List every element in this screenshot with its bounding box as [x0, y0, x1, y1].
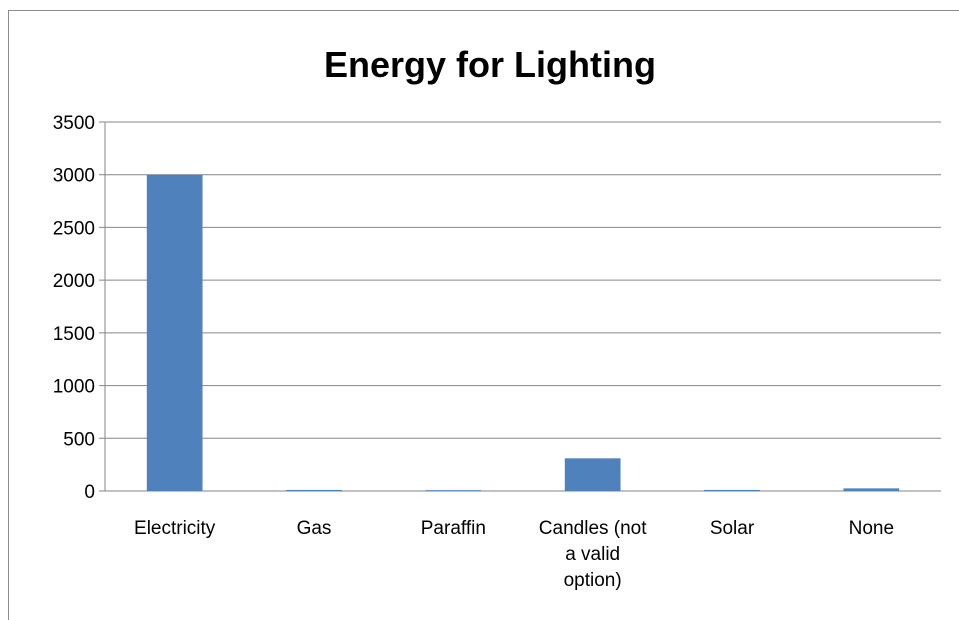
x-tick-label: None: [849, 518, 894, 539]
bar-candles: [564, 458, 621, 491]
x-tick-label: Electricity: [134, 518, 216, 539]
y-tick-label: 0: [84, 482, 95, 503]
bar-paraffin: [425, 490, 482, 492]
x-tick-label: Paraffin: [421, 518, 486, 539]
x-tick-label: Candles (not a valid option): [539, 518, 647, 591]
bar-gas: [286, 489, 342, 491]
bar-none: [843, 488, 900, 491]
y-tick-label: 500: [63, 429, 95, 450]
chart-title: Energy for Lighting: [324, 44, 656, 85]
y-tick-label: 3000: [53, 166, 95, 187]
x-tick-label: Solar: [710, 518, 755, 539]
y-tick-label: 1000: [53, 377, 95, 398]
gridlines: [99, 121, 941, 492]
bars: [146, 174, 900, 492]
bar-solar: [704, 489, 760, 491]
x-axis-ticks: Electricity Gas Paraffin Candles (not a vali…: [134, 518, 894, 591]
y-tick-label: 2000: [53, 271, 95, 292]
bar-chart: Energy for Lighting 0 500 1000 1500 2000 2500…: [53, 44, 941, 591]
y-axis-ticks: 0 500 1000 1500 2000 2500 3000 3500: [53, 113, 95, 503]
chart-frame: Energy for Lighting 0 500 1000 1500 2000 2500…: [8, 10, 959, 620]
y-tick-label: 2500: [53, 218, 95, 239]
bar-electricity: [146, 174, 203, 491]
y-tick-label: 1500: [53, 324, 95, 345]
x-tick-label: Gas: [297, 518, 332, 539]
y-tick-label: 3500: [53, 113, 95, 134]
